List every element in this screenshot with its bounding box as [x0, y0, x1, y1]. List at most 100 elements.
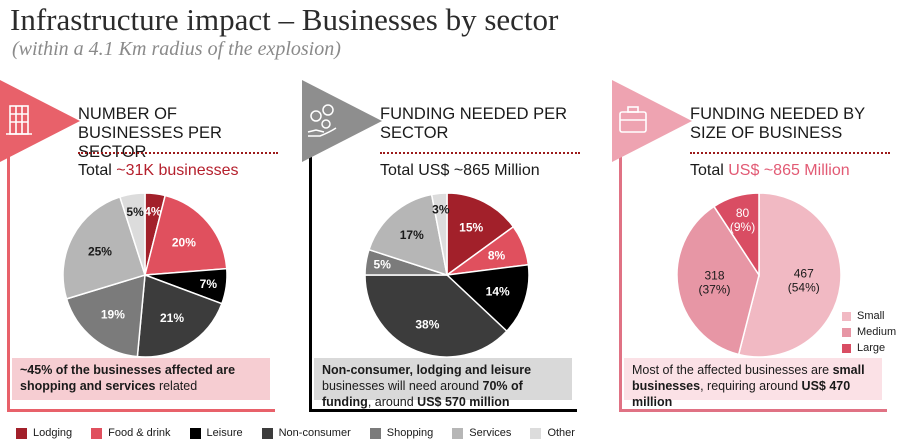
pie-slice-small [737, 192, 842, 358]
page-title: Infrastructure impact – Businesses by se… [10, 2, 559, 37]
panel-note: Non-consumer, lodging and leisure busine… [314, 358, 572, 409]
legend-label: Leisure [206, 427, 243, 439]
total-prefix: Total [78, 162, 117, 179]
panel-frame [619, 120, 887, 412]
pie-label: 21% [160, 311, 184, 325]
panel-note: ~45% of the businesses affected are shop… [12, 358, 270, 400]
note-text: businesses will need around [322, 379, 483, 393]
building-icon [6, 105, 32, 135]
pie-slice-non-consumer [364, 274, 508, 358]
legend-label: Other [547, 427, 575, 439]
legend-item-non-consumer: Non-consumer [261, 427, 351, 439]
total-value: US$ ~865 Million [418, 162, 540, 179]
note-text: US$ 470 million [632, 379, 851, 409]
panel-frame [7, 120, 275, 412]
legend-swatch [842, 311, 851, 321]
legend-item-leisure: Leisure [189, 427, 243, 439]
legend-label: Services [469, 427, 512, 439]
panel-businesses-per-sector: NUMBER OF BUSINESSES PER SECTOR Total ~3… [0, 80, 278, 413]
panel-funding-per-sector: FUNDING NEEDED PER SECTOR Total US$ ~865… [302, 80, 580, 413]
total-value: ~31K businesses [116, 162, 239, 179]
total-prefix: Total [380, 162, 419, 179]
pie-chart-funding-size: 467 (54%) 318 (37%) 80 (9%) [676, 192, 842, 358]
legend-label: Non-consumer [278, 427, 351, 439]
pie-label: 467 (54%) [788, 267, 820, 295]
legend-label: Shopping [386, 427, 434, 439]
pie-chart-businesses: 4% 20% 7% 21% 19% 25% 5% [62, 192, 228, 358]
legend-swatch [452, 427, 464, 439]
legend-item-medium: Medium [842, 324, 896, 340]
note-text: small businesses [632, 363, 865, 393]
sector-legend: Lodging Food & drink Leisure Non-consume… [16, 427, 594, 439]
legend-item-other: Other [530, 427, 575, 439]
size-legend: Small Medium Large [842, 308, 896, 356]
note-text: related [155, 379, 198, 393]
divider [690, 152, 890, 154]
pie-chart-funding-sector: 15% 8% 14% 38% 5% 17% 3% [364, 192, 530, 358]
pie-label: 5% [374, 258, 392, 272]
note-text: 70% of funding [322, 379, 523, 409]
pie-label: 80 (9%) [730, 206, 755, 234]
pie-slice-non-consumer [136, 273, 223, 358]
legend-label: Lodging [33, 427, 73, 439]
money-hand-icon [307, 104, 337, 137]
panel-funding-by-size: FUNDING NEEDED BY SIZE OF BUSINESS Total… [612, 80, 896, 413]
pie-label: 17% [400, 228, 424, 242]
note-text: , requiring around [700, 379, 802, 393]
pie-label: 19% [101, 307, 125, 321]
note-text: US$ 570 million [417, 395, 510, 409]
legend-swatch [261, 427, 273, 439]
panel-total: Total US$ ~865 Million [690, 162, 850, 180]
pie-slice-other [118, 192, 146, 276]
note-text: Most of the affected businesses are [632, 363, 833, 377]
legend-swatch [530, 427, 542, 439]
legend-item-services: Services [452, 427, 511, 439]
legend-label: Food & drink [108, 427, 171, 439]
legend-label: Large [857, 342, 886, 354]
panel-flag [0, 80, 80, 162]
legend-swatch [842, 343, 851, 353]
divider [380, 152, 580, 154]
legend-swatch [369, 427, 381, 439]
pie-label: 20% [172, 235, 196, 249]
legend-label: Small [857, 310, 885, 322]
page-subtitle: (within a 4.1 Km radius of the explosion… [12, 38, 341, 60]
pie-slice-services [368, 193, 448, 277]
legend-item-shopping: Shopping [369, 427, 434, 439]
pie-slice-large [712, 192, 760, 278]
pie-label: 4% [144, 205, 162, 219]
pie-slice-services [62, 195, 146, 300]
pie-label: 25% [88, 244, 112, 258]
legend-item-lodging: Lodging [16, 427, 72, 439]
pie-slice-food-drink [144, 194, 228, 276]
pie-slice-shopping [65, 273, 146, 358]
note-text: , around [367, 395, 418, 409]
legend-swatch [16, 427, 27, 439]
panel-note: Most of the affected businesses are smal… [624, 358, 882, 409]
pie-slice-leisure [445, 263, 530, 333]
pie-label: 14% [486, 284, 510, 298]
pie-label: 3% [432, 203, 450, 217]
legend-item-large: Large [842, 340, 896, 356]
legend-item-food-drink: Food & drink [91, 427, 171, 439]
note-text: Non-consumer, lodging and leisure [322, 363, 532, 377]
note-text: ~45% of the businesses affected are shop… [20, 363, 236, 393]
total-value: US$ ~865 Million [728, 162, 850, 179]
pie-label: 8% [488, 248, 506, 262]
legend-swatch [189, 427, 201, 439]
panel-title: FUNDING NEEDED PER SECTOR [380, 105, 568, 142]
panel-flag [612, 80, 692, 162]
legend-swatch [91, 427, 103, 439]
legend-swatch [842, 327, 851, 337]
total-prefix: Total [690, 162, 729, 179]
pie-slice-lodging [446, 192, 515, 277]
pie-slice-medium [676, 205, 760, 356]
pie-label: 7% [200, 277, 218, 291]
pie-label: 318 (37%) [699, 268, 731, 296]
panel-frame [309, 120, 577, 412]
panel-title: NUMBER OF BUSINESSES PER SECTOR [78, 105, 222, 161]
panel-title: FUNDING NEEDED BY SIZE OF BUSINESS [690, 105, 865, 142]
panel-flag [302, 80, 382, 162]
panel-total: Total US$ ~865 Million [380, 162, 540, 180]
legend-label: Medium [857, 326, 897, 338]
